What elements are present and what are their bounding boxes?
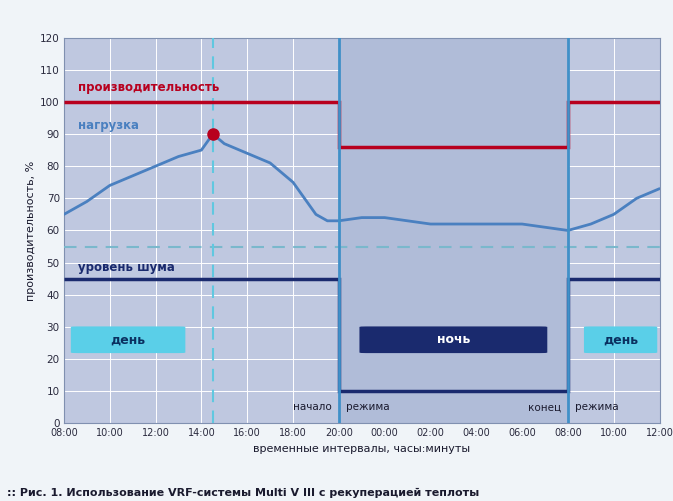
- Text: ночь: ночь: [437, 333, 470, 346]
- Text: уровень шума: уровень шума: [77, 261, 174, 274]
- FancyBboxPatch shape: [584, 327, 658, 353]
- Text: конец: конец: [528, 402, 561, 412]
- Text: режима: режима: [575, 402, 618, 412]
- Text: день: день: [603, 333, 638, 346]
- X-axis label: временные интервалы, часы:минуты: временные интервалы, часы:минуты: [253, 444, 470, 454]
- Bar: [339, 38, 568, 423]
- Text: :: Рис. 1. Использование VRF-системы Multi V III с рекуперацией теплоты: :: Рис. 1. Использование VRF-системы Mul…: [7, 488, 479, 498]
- FancyBboxPatch shape: [359, 327, 547, 353]
- Y-axis label: производительность, %: производительность, %: [26, 160, 36, 301]
- Text: нагрузка: нагрузка: [77, 119, 139, 132]
- Text: производительность: производительность: [77, 81, 219, 94]
- FancyBboxPatch shape: [71, 327, 185, 353]
- Text: начало: начало: [293, 402, 332, 412]
- Text: режима: режима: [346, 402, 389, 412]
- Text: день: день: [110, 333, 145, 346]
